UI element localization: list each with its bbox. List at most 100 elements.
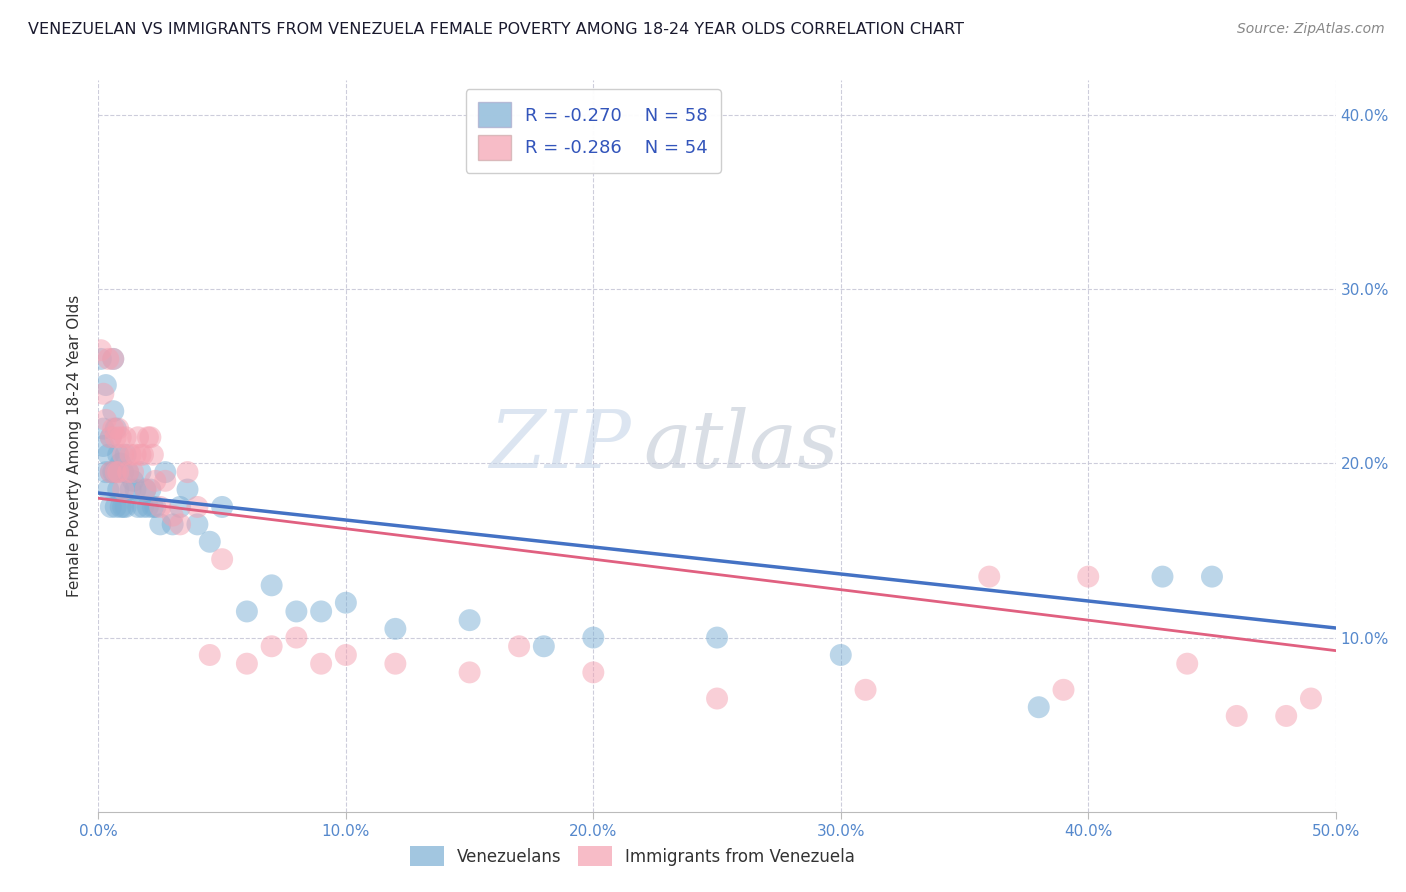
Point [384, 622, 406, 636]
Point [176, 465, 198, 479]
Point [100, 500, 122, 514]
Point [107, 465, 129, 479]
Point [104, 500, 127, 514]
Point [129, 448, 152, 462]
Point [384, 657, 406, 671]
Point [285, 604, 308, 618]
Point [979, 569, 1001, 583]
Point [149, 500, 172, 514]
Point [1152, 569, 1174, 583]
Point [104, 465, 127, 479]
Point [155, 474, 177, 488]
Point [260, 640, 283, 654]
Point [1028, 700, 1050, 714]
Point [149, 517, 172, 532]
Point [142, 448, 165, 462]
Point [120, 448, 142, 462]
Point [260, 578, 283, 592]
Point [104, 421, 127, 435]
Point [136, 430, 159, 444]
Point [143, 474, 166, 488]
Point [117, 465, 139, 479]
Point [127, 430, 149, 444]
Point [162, 517, 184, 532]
Point [112, 483, 135, 497]
Point [134, 483, 156, 497]
Point [93, 439, 115, 453]
Point [107, 448, 129, 462]
Point [107, 421, 129, 435]
Text: ZIP: ZIP [489, 408, 630, 484]
Point [211, 500, 233, 514]
Point [706, 631, 728, 645]
Point [155, 465, 177, 479]
Point [112, 465, 135, 479]
Point [169, 500, 191, 514]
Point [107, 483, 129, 497]
Point [103, 465, 125, 479]
Point [309, 657, 332, 671]
Point [198, 648, 221, 662]
Point [458, 665, 481, 680]
Point [93, 386, 115, 401]
Point [110, 430, 132, 444]
Point [124, 483, 146, 497]
Point [114, 448, 136, 462]
Point [169, 517, 191, 532]
Point [112, 448, 135, 462]
Point [132, 448, 155, 462]
Point [830, 648, 852, 662]
Point [211, 552, 233, 566]
Point [458, 613, 481, 627]
Point [120, 483, 142, 497]
Point [1175, 657, 1198, 671]
Point [129, 465, 152, 479]
Text: VENEZUELAN VS IMMIGRANTS FROM VENEZUELA FEMALE POVERTY AMONG 18-24 YEAR OLDS COR: VENEZUELAN VS IMMIGRANTS FROM VENEZUELA … [28, 22, 965, 37]
Point [114, 430, 136, 444]
Point [139, 483, 162, 497]
Point [508, 640, 530, 654]
Point [186, 517, 208, 532]
Point [114, 500, 136, 514]
Point [1052, 682, 1074, 697]
Point [335, 596, 357, 610]
Point [1226, 709, 1249, 723]
Text: atlas: atlas [643, 408, 838, 484]
Point [1275, 709, 1298, 723]
Point [162, 508, 184, 523]
Point [706, 691, 728, 706]
Point [103, 404, 125, 418]
Point [1299, 691, 1322, 706]
Point [104, 430, 127, 444]
Text: Source: ZipAtlas.com: Source: ZipAtlas.com [1237, 22, 1385, 37]
Point [124, 448, 146, 462]
Point [132, 500, 155, 514]
Point [97, 351, 120, 366]
Point [136, 500, 159, 514]
Point [94, 378, 117, 392]
Point [236, 604, 259, 618]
Point [93, 421, 115, 435]
Point [582, 665, 605, 680]
Point [127, 500, 149, 514]
Point [104, 465, 127, 479]
Point [103, 351, 125, 366]
Point [139, 430, 162, 444]
Point [533, 640, 555, 654]
Point [855, 682, 877, 697]
Legend: Venezuelans, Immigrants from Venezuela: Venezuelans, Immigrants from Venezuela [402, 838, 863, 875]
Point [198, 534, 221, 549]
Point [100, 430, 122, 444]
Point [582, 631, 605, 645]
Point [122, 474, 145, 488]
Point [90, 351, 112, 366]
Point [94, 465, 117, 479]
Point [335, 648, 357, 662]
Point [94, 413, 117, 427]
Point [103, 421, 125, 435]
Point [97, 483, 120, 497]
Point [110, 457, 132, 471]
Y-axis label: Female Poverty Among 18-24 Year Olds: Female Poverty Among 18-24 Year Olds [67, 295, 83, 597]
Point [1077, 569, 1099, 583]
Point [112, 500, 135, 514]
